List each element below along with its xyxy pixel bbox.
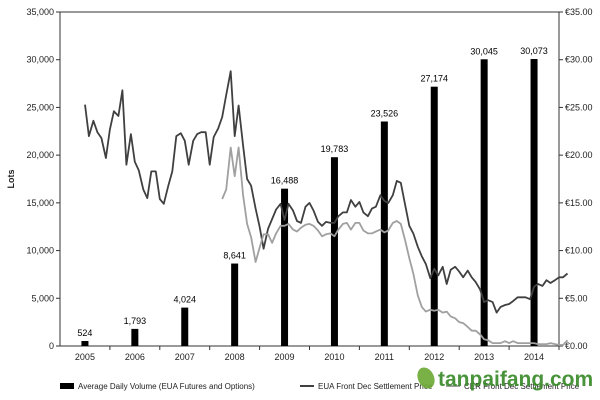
- x-tick-label: 2014: [524, 352, 544, 362]
- y2-tick-label: €5.00: [565, 293, 588, 303]
- volume-bar: [281, 188, 289, 346]
- bar-value-label: 1,793: [124, 316, 147, 326]
- legend-label: Average Daily Volume (EUA Futures and Op…: [78, 382, 255, 391]
- eua-price-line: [84, 70, 569, 314]
- y2-tick-label: €10.00: [565, 246, 593, 256]
- bar-value-label: 8,641: [223, 251, 246, 261]
- y2-tick-label: €0.00: [565, 341, 588, 351]
- volume-bar: [480, 59, 488, 347]
- y2-tick-label: €30.00: [565, 55, 593, 65]
- volume-bar: [181, 307, 189, 346]
- x-tick-label: 2011: [375, 352, 394, 362]
- bar-value-label: 4,024: [173, 295, 196, 305]
- x-tick-label: 2010: [324, 352, 344, 362]
- y2-tick-label: €25.00: [565, 102, 593, 112]
- legend-swatch-volume: [60, 383, 74, 389]
- volume-bar: [330, 157, 338, 346]
- legend-label: CER Front Dec Settlement Price: [464, 382, 580, 391]
- bar-value-label: 23,526: [371, 108, 399, 118]
- x-tick-label: 2012: [424, 352, 444, 362]
- volume-bar: [430, 86, 438, 346]
- bar-value-label: 30,073: [520, 46, 548, 56]
- bar-value-label: 27,174: [420, 74, 448, 84]
- bar-value-label: 16,488: [271, 176, 299, 186]
- legend-label: EUA Front Dec Settlement Price: [318, 382, 433, 391]
- bar-value-label: 524: [77, 328, 92, 338]
- y2-tick-label: €20.00: [565, 150, 593, 160]
- x-tick-label: 2008: [225, 352, 245, 362]
- cer-price-line: [221, 146, 569, 346]
- y-tick-label: 0: [49, 341, 54, 351]
- volume-bar: [131, 328, 139, 346]
- y-tick-label: 15,000: [26, 198, 54, 208]
- volume-bar: [231, 263, 239, 346]
- x-tick-label: 2007: [175, 352, 195, 362]
- volume-bar: [380, 121, 388, 346]
- bar-value-label: 19,783: [321, 144, 349, 154]
- bar-value-label: 30,045: [470, 46, 498, 56]
- y-tick-label: 10,000: [26, 246, 54, 256]
- y-tick-label: 20,000: [26, 150, 54, 160]
- x-tick-label: 2006: [125, 352, 145, 362]
- y-tick-label: 30,000: [26, 55, 54, 65]
- watermark-text: tanpaifang.com: [438, 368, 593, 391]
- volume-bar: [81, 340, 89, 346]
- volume-bar: [530, 59, 538, 346]
- y-axis-title: Lots: [6, 170, 16, 189]
- x-tick-label: 2009: [275, 352, 295, 362]
- y-tick-label: 25,000: [26, 102, 54, 112]
- x-tick-label: 2005: [75, 352, 95, 362]
- y2-tick-label: €35.00: [565, 7, 593, 17]
- y-tick-label: 35,000: [26, 7, 54, 17]
- watermark-leaf-icon: [417, 367, 435, 389]
- y-tick-label: 5,000: [31, 293, 54, 303]
- x-tick-label: 2013: [474, 352, 494, 362]
- y2-tick-label: €15.00: [565, 198, 593, 208]
